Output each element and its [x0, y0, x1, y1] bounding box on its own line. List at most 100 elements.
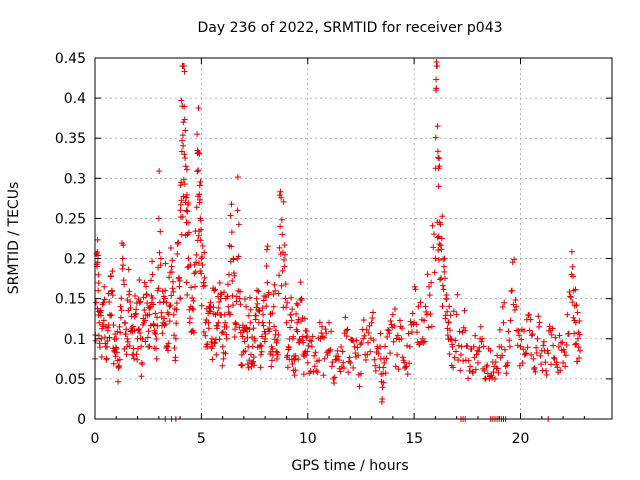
data-point: [294, 328, 301, 335]
data-point: [216, 298, 223, 305]
data-point: [181, 181, 188, 188]
data-point: [464, 343, 471, 350]
data-point: [173, 320, 180, 327]
data-point: [97, 307, 104, 314]
data-point: [249, 334, 256, 341]
data-point: [151, 329, 158, 336]
data-point: [455, 342, 462, 349]
data-point: [231, 333, 238, 340]
y-tick-label: 0: [77, 412, 86, 428]
data-point: [110, 322, 117, 329]
data-point: [273, 355, 280, 362]
data-point: [288, 294, 295, 301]
data-point: [279, 267, 286, 274]
data-point: [409, 310, 416, 317]
data-point: [298, 296, 305, 303]
data-point: [323, 349, 330, 356]
data-point: [356, 383, 363, 390]
data-point: [266, 319, 273, 326]
data-point: [465, 375, 472, 382]
data-point: [506, 337, 513, 344]
data-point: [195, 193, 202, 200]
data-point: [437, 221, 444, 228]
data-point: [300, 371, 307, 378]
data-point: [103, 355, 110, 362]
data-point: [284, 352, 291, 359]
data-point: [171, 344, 178, 351]
data-point: [157, 255, 164, 262]
data-point: [215, 293, 222, 300]
data-point: [252, 312, 259, 319]
data-point: [390, 338, 397, 345]
data-point: [205, 319, 212, 326]
data-point: [117, 329, 124, 336]
data-point: [283, 304, 290, 311]
data-point: [121, 281, 128, 288]
data-point: [437, 242, 444, 249]
data-point: [469, 369, 476, 376]
data-point: [350, 364, 357, 371]
data-point: [263, 246, 270, 253]
data-point: [185, 219, 192, 226]
data-point: [435, 233, 442, 240]
data-point: [251, 362, 258, 369]
data-point: [473, 351, 480, 358]
data-point: [181, 103, 188, 110]
data-point: [536, 319, 543, 326]
x-tick-label: 0: [91, 431, 100, 447]
data-point: [280, 198, 287, 205]
data-point: [224, 281, 231, 288]
data-point: [531, 364, 538, 371]
data-point: [159, 330, 166, 337]
data-point: [163, 299, 170, 306]
data-point: [139, 361, 146, 368]
data-point: [117, 303, 124, 310]
data-point: [494, 365, 501, 372]
data-point: [394, 351, 401, 358]
data-point: [218, 330, 225, 337]
data-point: [197, 217, 204, 224]
data-point: [324, 351, 331, 358]
data-point: [549, 325, 556, 332]
data-point: [177, 295, 184, 302]
data-point: [330, 375, 337, 382]
data-point: [321, 355, 328, 362]
data-point: [262, 330, 269, 337]
data-point: [367, 348, 374, 355]
data-points: [92, 59, 584, 422]
data-point: [263, 303, 270, 310]
data-point: [226, 271, 233, 278]
data-point: [174, 240, 181, 247]
data-point: [201, 282, 208, 289]
data-point: [472, 332, 479, 339]
data-point: [466, 367, 473, 374]
data-point: [378, 398, 385, 405]
data-point: [271, 323, 278, 330]
data-point: [197, 178, 204, 185]
data-point: [387, 350, 394, 357]
data-point: [393, 335, 400, 342]
data-point: [447, 312, 454, 319]
data-point: [259, 333, 266, 340]
data-point: [567, 293, 574, 300]
data-point: [241, 338, 248, 345]
data-point: [304, 348, 311, 355]
data-point: [273, 348, 280, 355]
data-point: [358, 339, 365, 346]
data-point: [282, 281, 289, 288]
data-point: [239, 333, 246, 340]
data-point: [412, 286, 419, 293]
data-point: [98, 312, 105, 319]
data-point: [183, 166, 190, 173]
data-point: [216, 336, 223, 343]
data-point: [539, 367, 546, 374]
plot-frame: [94, 57, 613, 420]
data-point: [434, 123, 441, 130]
data-point: [476, 344, 483, 351]
data-point: [357, 370, 364, 377]
y-tick-label: 0.1: [64, 332, 86, 348]
data-point: [278, 216, 285, 223]
data-point: [223, 331, 230, 338]
data-point: [227, 212, 234, 219]
data-point: [345, 358, 352, 365]
